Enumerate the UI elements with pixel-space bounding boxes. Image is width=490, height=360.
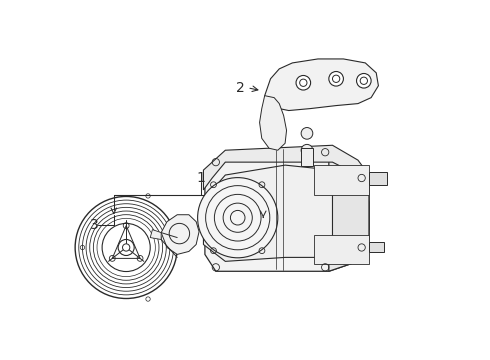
Polygon shape (203, 165, 369, 261)
Polygon shape (314, 165, 369, 195)
Polygon shape (260, 96, 287, 150)
Polygon shape (369, 172, 387, 185)
Polygon shape (203, 145, 369, 190)
Polygon shape (265, 59, 378, 111)
Polygon shape (329, 148, 369, 271)
Polygon shape (205, 148, 369, 271)
Text: 2: 2 (236, 81, 245, 95)
Polygon shape (314, 235, 369, 264)
Circle shape (357, 73, 371, 88)
Circle shape (329, 72, 343, 86)
Circle shape (296, 76, 311, 90)
Polygon shape (161, 215, 199, 255)
Text: 3: 3 (90, 218, 98, 231)
Circle shape (301, 144, 313, 156)
Bar (301, 148, 313, 166)
Polygon shape (369, 242, 384, 252)
Circle shape (197, 177, 278, 258)
Polygon shape (150, 230, 161, 239)
Text: 1: 1 (197, 171, 206, 185)
Circle shape (301, 127, 313, 139)
Polygon shape (333, 170, 369, 257)
